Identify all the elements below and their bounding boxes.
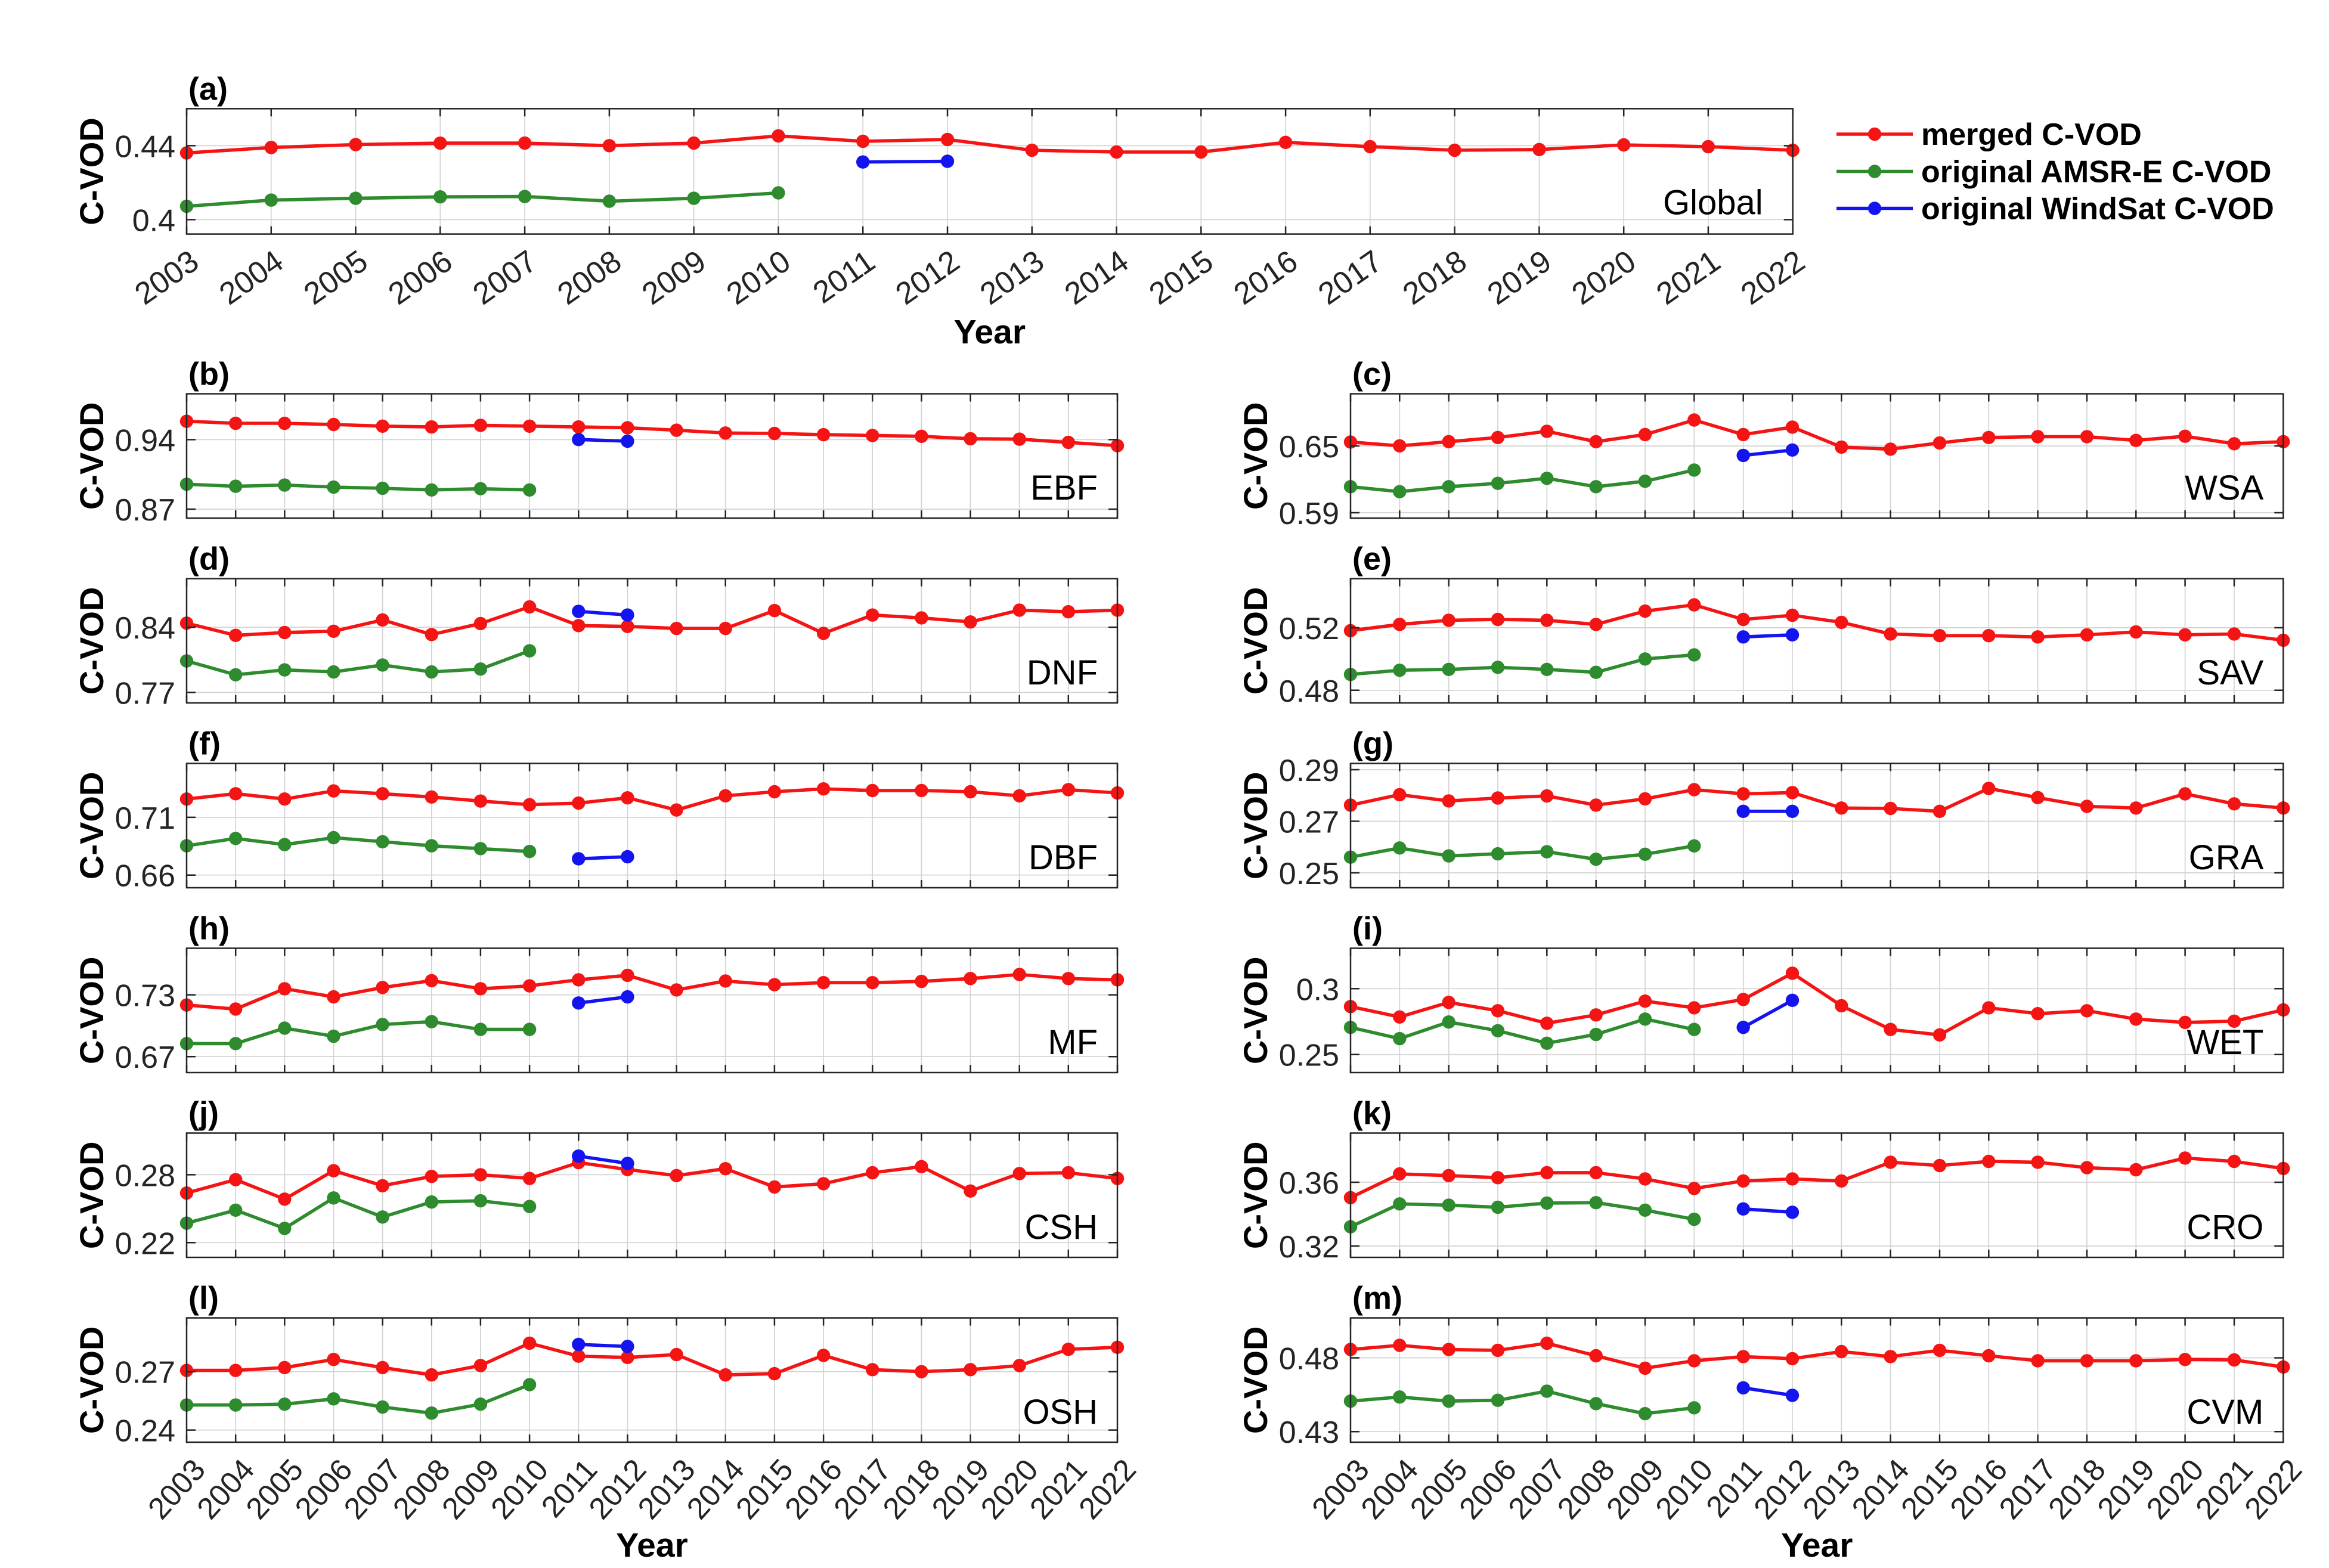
svg-text:OSH: OSH: [1023, 1393, 1098, 1431]
svg-text:DBF: DBF: [1029, 838, 1098, 877]
svg-text:C-VOD: C-VOD: [73, 117, 110, 225]
svg-text:(m): (m): [1352, 1281, 1402, 1316]
svg-text:(a): (a): [188, 71, 228, 107]
svg-text:WET: WET: [2186, 1023, 2263, 1062]
svg-text:0.28: 0.28: [115, 1158, 175, 1193]
svg-text:0.32: 0.32: [1279, 1230, 1339, 1265]
svg-text:0.43: 0.43: [1279, 1415, 1339, 1450]
svg-text:0.48: 0.48: [1279, 674, 1339, 709]
svg-text:C-VOD: C-VOD: [1237, 587, 1274, 695]
svg-text:DNF: DNF: [1027, 653, 1098, 692]
svg-text:0.73: 0.73: [115, 979, 175, 1014]
svg-text:GRA: GRA: [2189, 838, 2264, 877]
svg-text:0.65: 0.65: [1279, 430, 1339, 464]
svg-text:0.24: 0.24: [115, 1414, 175, 1449]
svg-text:0.22: 0.22: [115, 1226, 175, 1261]
svg-text:merged C-VOD: merged C-VOD: [1921, 117, 2142, 152]
svg-text:(f): (f): [188, 726, 221, 762]
svg-text:0.66: 0.66: [115, 859, 175, 894]
svg-text:MF: MF: [1048, 1023, 1098, 1062]
svg-text:Global: Global: [1663, 184, 1763, 222]
svg-text:(j): (j): [188, 1096, 219, 1132]
svg-text:(i): (i): [1352, 911, 1383, 947]
svg-text:0.71: 0.71: [115, 801, 175, 836]
svg-text:0.25: 0.25: [1279, 857, 1339, 891]
svg-text:Year: Year: [616, 1526, 687, 1564]
svg-text:Year: Year: [954, 313, 1026, 351]
svg-text:0.52: 0.52: [1279, 612, 1339, 646]
svg-text:C-VOD: C-VOD: [73, 957, 110, 1064]
svg-text:0.59: 0.59: [1279, 497, 1339, 531]
svg-text:0.36: 0.36: [1279, 1166, 1339, 1201]
svg-text:C-VOD: C-VOD: [1237, 1327, 1274, 1434]
svg-text:C-VOD: C-VOD: [73, 1327, 110, 1434]
svg-text:original WindSat C-VOD: original WindSat C-VOD: [1921, 192, 2274, 227]
svg-text:EBF: EBF: [1030, 469, 1098, 507]
svg-text:0.67: 0.67: [115, 1040, 175, 1075]
svg-text:0.29: 0.29: [1279, 754, 1339, 788]
svg-text:0.44: 0.44: [115, 129, 175, 164]
svg-text:C-VOD: C-VOD: [1237, 1142, 1274, 1249]
svg-text:0.27: 0.27: [115, 1356, 175, 1390]
svg-text:SAV: SAV: [2197, 653, 2264, 692]
svg-text:original AMSR-E C-VOD: original AMSR-E C-VOD: [1921, 155, 2271, 190]
svg-text:C-VOD: C-VOD: [73, 587, 110, 695]
svg-text:0.25: 0.25: [1279, 1039, 1339, 1073]
svg-text:(c): (c): [1352, 357, 1392, 392]
svg-text:(g): (g): [1352, 726, 1393, 762]
svg-text:0.94: 0.94: [115, 423, 175, 458]
svg-text:C-VOD: C-VOD: [1237, 957, 1274, 1064]
svg-text:C-VOD: C-VOD: [1237, 402, 1274, 510]
svg-text:C-VOD: C-VOD: [73, 772, 110, 879]
svg-text:0.77: 0.77: [115, 676, 175, 711]
svg-text:0.3: 0.3: [1296, 972, 1339, 1007]
svg-text:CVM: CVM: [2186, 1393, 2263, 1431]
svg-text:C-VOD: C-VOD: [1237, 772, 1274, 879]
svg-text:0.87: 0.87: [115, 493, 175, 528]
svg-text:0.4: 0.4: [132, 203, 175, 238]
svg-text:0.84: 0.84: [115, 611, 175, 646]
svg-text:(e): (e): [1352, 541, 1392, 577]
svg-text:0.48: 0.48: [1279, 1342, 1339, 1377]
svg-text:(h): (h): [188, 911, 230, 947]
svg-text:0.27: 0.27: [1279, 805, 1339, 840]
svg-text:(l): (l): [188, 1281, 219, 1316]
svg-text:(b): (b): [188, 357, 230, 392]
svg-text:CRO: CRO: [2186, 1208, 2263, 1247]
svg-text:Year: Year: [1781, 1526, 1853, 1564]
svg-text:WSA: WSA: [2185, 469, 2263, 507]
svg-text:CSH: CSH: [1025, 1208, 1098, 1247]
svg-text:(k): (k): [1352, 1096, 1392, 1132]
svg-text:C-VOD: C-VOD: [73, 402, 110, 510]
svg-text:C-VOD: C-VOD: [73, 1142, 110, 1249]
svg-text:(d): (d): [188, 541, 230, 577]
